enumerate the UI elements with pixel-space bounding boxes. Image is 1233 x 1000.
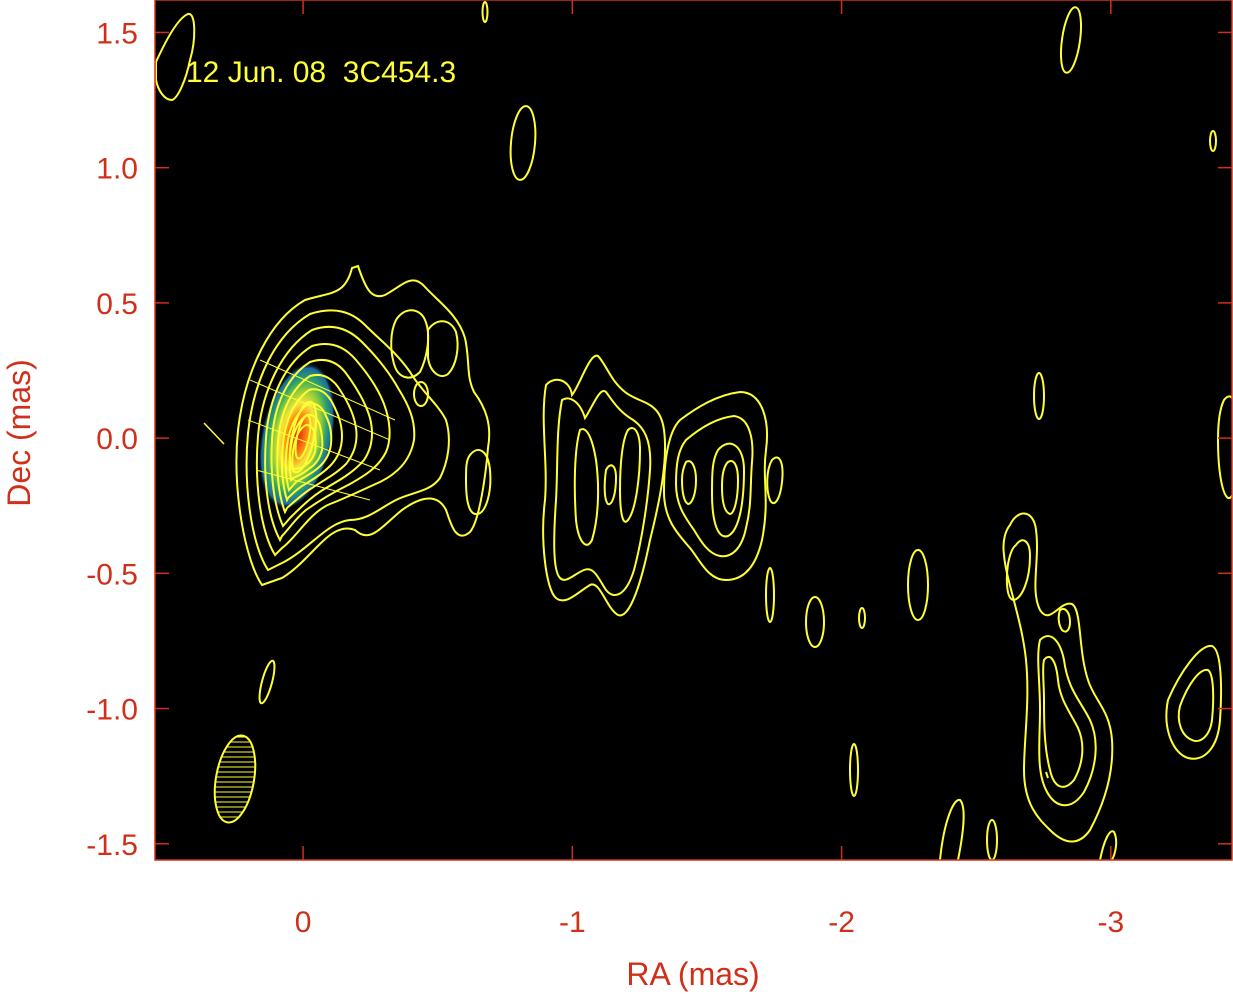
y-tick-label: -0.5 <box>86 558 138 591</box>
core-contours <box>203 264 491 587</box>
y-tick-label: -1.0 <box>86 694 138 727</box>
y-axis: 1.5 1.0 0.5 0.0 -0.5 -1.0 -1.5 <box>86 17 1232 862</box>
y-tick-label: 1.5 <box>96 17 138 50</box>
jet-knot-4-contours <box>1002 512 1114 843</box>
plot-area <box>155 0 1232 860</box>
y-tick-label: 0.5 <box>96 288 138 321</box>
x-tick-label: -3 <box>1097 906 1124 939</box>
noise-contours <box>155 1 1217 860</box>
x-tick-label: -1 <box>559 906 586 939</box>
y-tick-label: 1.0 <box>96 153 138 186</box>
jet-knot-1-contours <box>390 309 492 516</box>
x-tick-label: 0 <box>295 906 312 939</box>
x-axis: 0 -1 -2 -3 <box>295 0 1124 939</box>
plot-frame <box>154 0 1233 861</box>
y-tick-label: -1.5 <box>86 829 138 862</box>
x-tick-label: -2 <box>828 906 855 939</box>
jet-knot-2-contours <box>542 354 667 617</box>
x-axis-title: RA (mas) <box>626 956 759 992</box>
y-tick-label: 0.0 <box>96 423 138 456</box>
jet-knot-3-contours <box>662 390 784 582</box>
y-axis-title: Dec (mas) <box>1 359 37 507</box>
map-title: 12 Jun. 08 3C454.3 <box>186 56 456 89</box>
outer-blob-east-contours <box>1165 395 1232 760</box>
